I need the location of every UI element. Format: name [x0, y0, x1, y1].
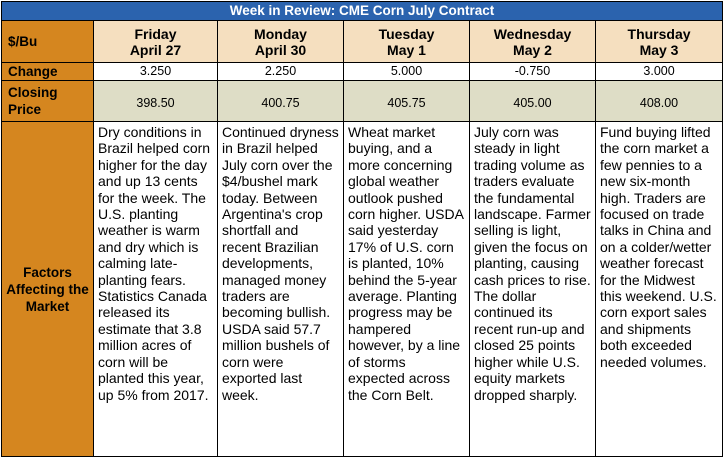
change-value: 3.000	[594, 62, 723, 81]
unit-label: $/Bu	[1, 20, 94, 63]
factors-row: Factors Affecting the Market Dry conditi…	[1, 121, 723, 457]
date-label: May 2	[513, 41, 552, 58]
factors-row-label: Factors Affecting the Market	[1, 121, 94, 457]
weekday-label: Thursday	[627, 25, 691, 42]
weekday-label: Wednesday	[493, 25, 572, 42]
day-header-wednesday: Wednesday May 2	[469, 20, 596, 63]
closing-price-row: Closing Price 398.50 400.75 405.75 405.0…	[1, 80, 723, 122]
change-row: Change 3.250 2.250 5.000 -0.750 3.000	[1, 62, 723, 81]
day-header-thursday: Thursday May 3	[594, 20, 723, 63]
change-row-label: Change	[1, 62, 94, 81]
change-value: 3.250	[93, 62, 218, 81]
change-value: 2.250	[217, 62, 344, 81]
weekday-label: Friday	[134, 25, 177, 42]
factors-text: Continued dryness in Brazil helped July …	[217, 121, 344, 457]
change-value: 5.000	[343, 62, 470, 81]
date-label: April 27	[129, 41, 182, 58]
weekday-label: Tuesday	[378, 25, 435, 42]
table-title: Week in Review: CME Corn July Contract	[0, 1, 723, 21]
closing-price-value: 398.50	[93, 80, 218, 122]
change-value: -0.750	[469, 62, 596, 81]
date-label: May 1	[387, 41, 426, 58]
factors-text: Wheat market buying, and a more concerni…	[343, 121, 470, 457]
day-header-tuesday: Tuesday May 1	[343, 20, 470, 63]
closing-price-value: 405.75	[343, 80, 470, 122]
closing-price-row-label: Closing Price	[1, 80, 94, 122]
factors-text: Fund buying lifted the corn market a few…	[594, 121, 723, 457]
date-label: May 3	[639, 41, 679, 58]
closing-price-value: 408.00	[594, 80, 723, 122]
factors-text: Dry conditions in Brazil helped corn hig…	[93, 121, 218, 457]
date-label: April 30	[254, 41, 307, 58]
day-header-friday: Friday April 27	[93, 20, 218, 63]
factors-text: July corn was steady in light trading vo…	[469, 121, 596, 457]
closing-price-value: 400.75	[217, 80, 344, 122]
closing-price-value: 405.00	[469, 80, 596, 122]
weekday-label: Monday	[254, 25, 307, 42]
day-header-monday: Monday April 30	[217, 20, 344, 63]
